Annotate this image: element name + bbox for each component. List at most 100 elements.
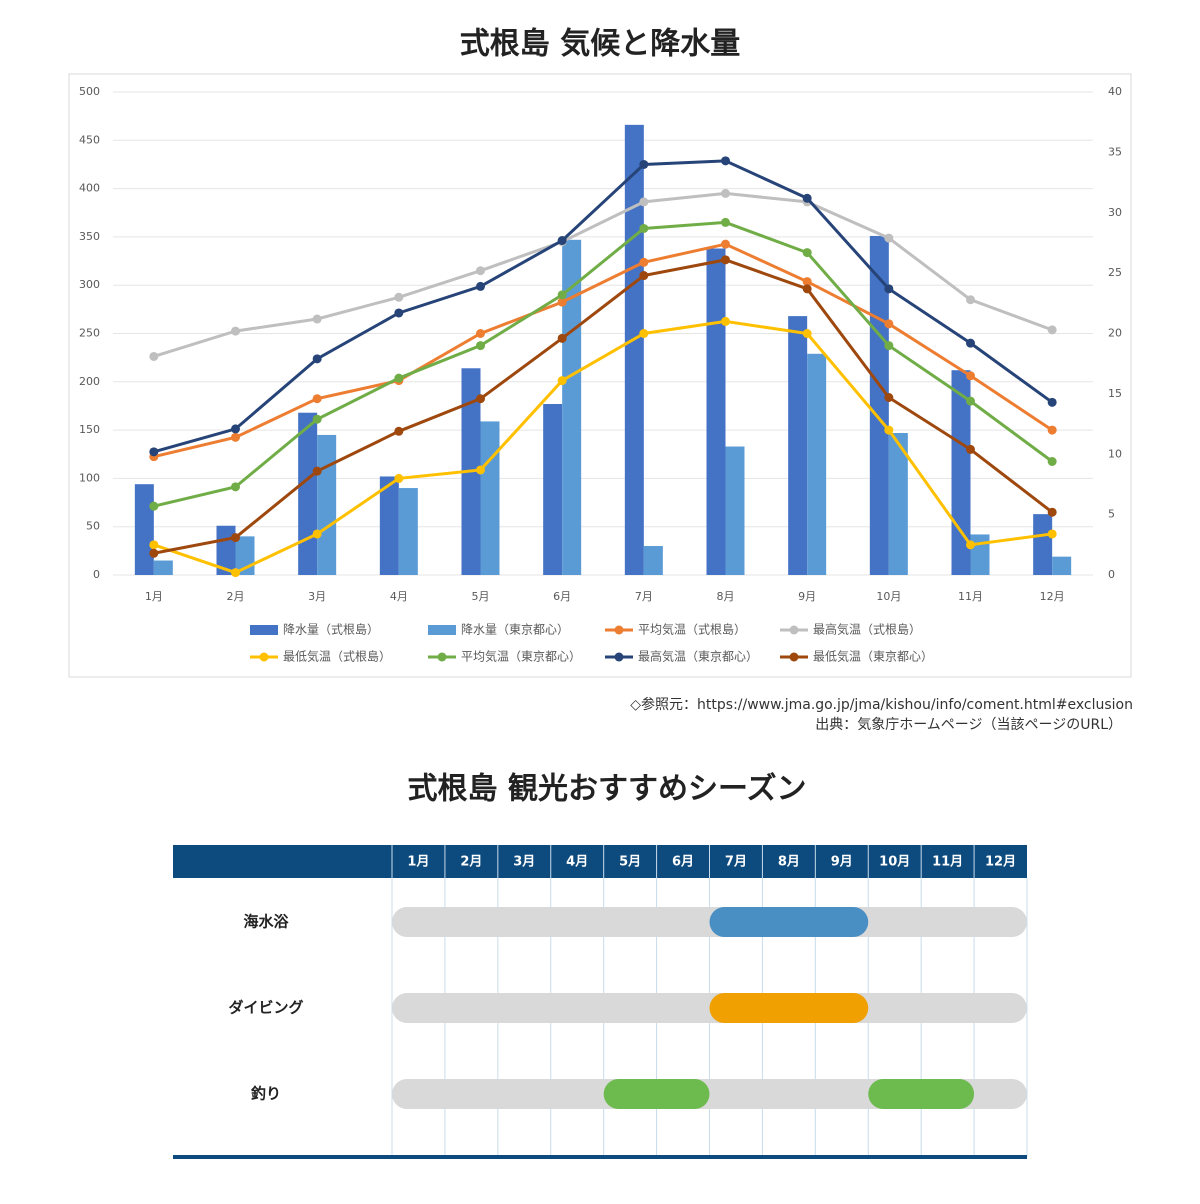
- y2-tick-label: 10: [1108, 447, 1122, 460]
- x-tick-label: 3月: [308, 590, 326, 603]
- point: [721, 316, 730, 326]
- point: [802, 284, 812, 294]
- point: [231, 533, 240, 543]
- point: [231, 326, 240, 336]
- point: [1047, 507, 1057, 517]
- point: [149, 351, 159, 361]
- point: [312, 354, 322, 364]
- point: [476, 329, 485, 338]
- x-tick-label: 1月: [145, 590, 163, 603]
- legend-swatch: [250, 625, 278, 635]
- row-label: 釣り: [251, 1085, 281, 1103]
- x-tick-label: 11月: [958, 590, 983, 603]
- y-tick-label: 450: [79, 133, 100, 146]
- y2-tick-label: 15: [1108, 387, 1122, 400]
- line: [153, 220, 1054, 508]
- table-header: [173, 845, 1027, 878]
- point: [802, 193, 812, 203]
- point: [149, 501, 159, 511]
- point: [802, 329, 812, 338]
- bar: [807, 353, 827, 575]
- y2-tick-label: 25: [1108, 266, 1122, 279]
- y-tick-label: 300: [79, 278, 100, 291]
- x-tick-label: 7月: [635, 590, 653, 603]
- chart-frame: [68, 73, 1132, 678]
- y-tick-label: 400: [79, 182, 100, 195]
- legend-swatch: [259, 652, 269, 662]
- month-label: 1月: [407, 855, 429, 870]
- point: [966, 338, 975, 348]
- bar: [298, 412, 318, 575]
- point: [394, 292, 404, 302]
- legend-swatch: [789, 625, 799, 635]
- point: [149, 447, 159, 457]
- point: [476, 394, 485, 404]
- chart-title: 式根島 気候と降水量: [460, 27, 740, 62]
- bar: [888, 432, 908, 575]
- bar: [480, 421, 500, 575]
- month-label: 8月: [778, 855, 800, 870]
- y2-tick-label: 30: [1108, 206, 1122, 219]
- point: [966, 295, 975, 305]
- point: [884, 425, 894, 435]
- y2-tick-label: 0: [1108, 568, 1115, 581]
- y-tick-label: 150: [79, 423, 100, 436]
- point: [1047, 529, 1057, 539]
- point: [1047, 325, 1057, 335]
- x-tick-label: 9月: [798, 590, 816, 603]
- bar: [706, 248, 726, 575]
- x-tick-label: 2月: [227, 590, 245, 603]
- bar: [725, 446, 745, 575]
- point: [884, 341, 894, 351]
- point: [639, 159, 649, 169]
- point: [721, 188, 730, 198]
- bar: [624, 124, 644, 576]
- bar: [562, 239, 582, 575]
- point: [721, 255, 730, 265]
- point: [557, 297, 567, 307]
- x-tick-label: 5月: [472, 590, 490, 603]
- month-label: 10月: [879, 855, 910, 870]
- point: [802, 277, 812, 287]
- point: [721, 217, 730, 227]
- point: [231, 482, 240, 492]
- legend-label: 最低気温（式根島）: [283, 649, 391, 664]
- line: [153, 242, 1054, 459]
- bar: [317, 434, 337, 575]
- month-label: 6月: [672, 855, 694, 870]
- y2-tick-label: 5: [1108, 508, 1115, 521]
- row-label: ダイビング: [228, 999, 303, 1017]
- y-tick-label: 0: [93, 568, 100, 581]
- legend-label: 降水量（式根島）: [283, 622, 379, 637]
- bar: [543, 404, 563, 575]
- point: [231, 568, 240, 578]
- point: [476, 281, 485, 291]
- source-credit: 出典：気象庁ホームページ（当該ページのURL）: [815, 717, 1122, 733]
- x-tick-label: 6月: [553, 590, 571, 603]
- point: [312, 394, 322, 404]
- point: [312, 414, 322, 424]
- point: [312, 314, 322, 324]
- table-bottom: [173, 1155, 1027, 1159]
- line: [153, 319, 1053, 575]
- legend-swatch: [614, 652, 624, 662]
- point: [557, 290, 567, 300]
- point: [884, 319, 894, 329]
- y2-tick-label: 20: [1108, 327, 1122, 340]
- row-label: 海水浴: [243, 913, 289, 931]
- point: [312, 529, 322, 539]
- season-bar: [709, 993, 869, 1023]
- x-tick-label: 10月: [876, 590, 901, 603]
- bar: [788, 316, 808, 575]
- y-tick-label: 100: [79, 471, 100, 484]
- legend-label: 降水量（東京都心）: [461, 623, 569, 637]
- point: [639, 197, 649, 207]
- point: [966, 371, 975, 381]
- point: [966, 444, 975, 454]
- point: [394, 473, 404, 483]
- month-label: 9月: [831, 855, 853, 870]
- bar: [1033, 514, 1053, 575]
- point: [476, 465, 485, 475]
- point: [1047, 456, 1057, 466]
- point: [394, 426, 404, 436]
